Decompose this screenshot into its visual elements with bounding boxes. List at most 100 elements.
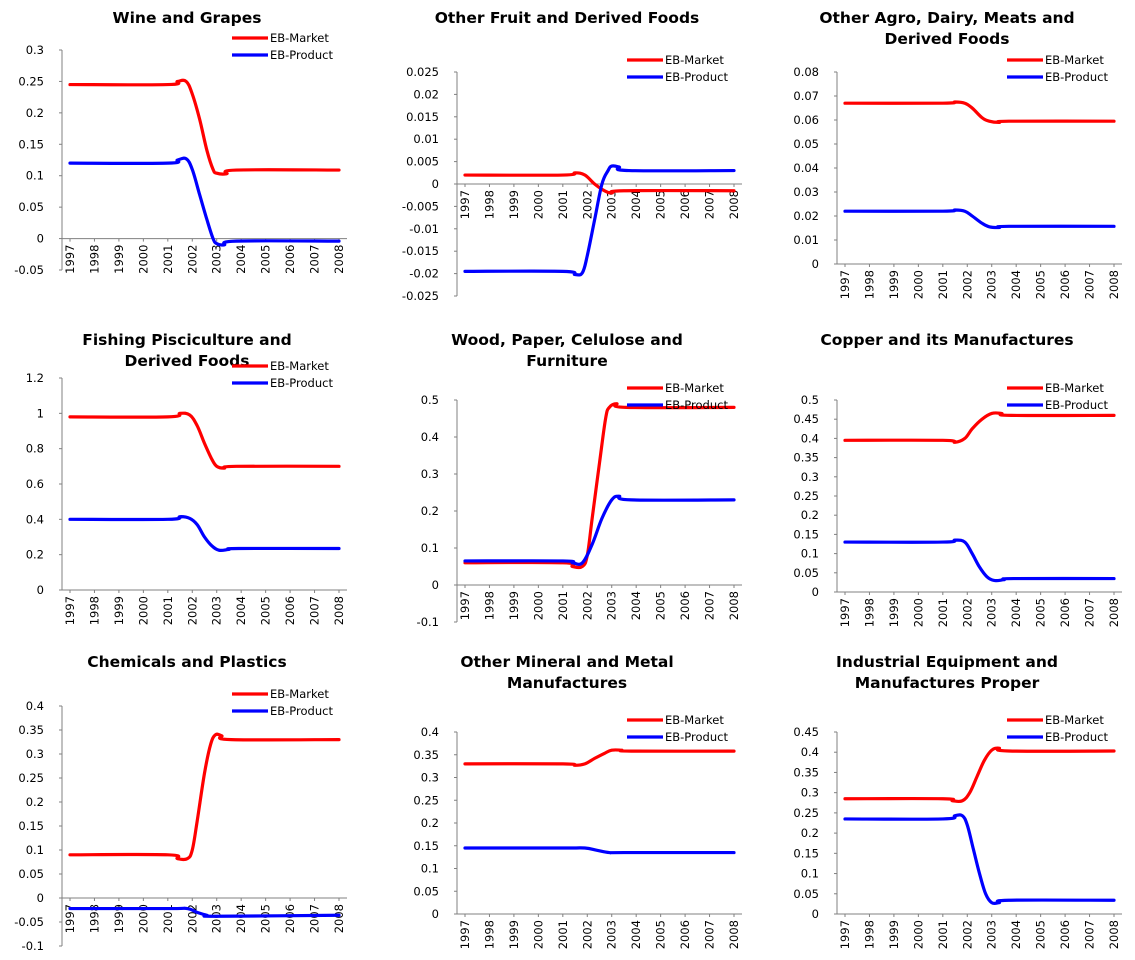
y-tick-label: 0.4: [801, 745, 819, 759]
x-tick-label: 2003: [985, 920, 999, 949]
legend-label: EB-Product: [1045, 398, 1108, 412]
legend-label: EB-Product: [665, 730, 728, 744]
chart-title-line: Manufactures Proper: [855, 674, 1040, 692]
x-tick-label: 2001: [161, 596, 175, 625]
series-line-eb-market: [68, 732, 341, 862]
x-tick-label: 2001: [556, 920, 570, 949]
y-tick-label: 0.015: [406, 110, 439, 124]
legend-label: EB-Market: [665, 713, 724, 727]
y-tick-label: 0.01: [413, 132, 439, 146]
x-tick-label: 1999: [507, 591, 521, 620]
y-tick-label: 0.3: [421, 771, 439, 785]
y-tick-label: 0: [432, 177, 439, 191]
chart-title-line: Other Agro, Dairy, Meats and: [819, 9, 1074, 27]
x-tick-label: 2003: [210, 245, 224, 274]
x-tick-label: 2008: [727, 591, 741, 620]
y-tick-label: 0.8: [26, 442, 44, 456]
chart-title-line: Other Fruit and Derived Foods: [435, 9, 700, 27]
y-tick-label: 0.3: [26, 747, 44, 761]
x-tick-label: 2004: [629, 591, 643, 620]
x-tick-label: 2007: [703, 920, 717, 949]
x-tick-label: 1999: [887, 598, 901, 627]
x-tick-label: 2000: [911, 920, 925, 949]
y-tick-label: 0.03: [793, 185, 819, 199]
y-tick-label: 0.35: [793, 765, 819, 779]
chart-title-line: Other Mineral and Metal: [460, 653, 673, 671]
x-tick-label: 2003: [985, 598, 999, 627]
y-tick-label: 0.025: [406, 65, 439, 79]
chart-title-line: Chemicals and Plastics: [87, 653, 286, 671]
legend-label: EB-Product: [1045, 730, 1108, 744]
x-tick-label: 2001: [936, 270, 950, 299]
x-tick-label: 2003: [985, 270, 999, 299]
x-tick-label: 2001: [556, 190, 570, 219]
legend-label: EB-Market: [1045, 713, 1104, 727]
x-tick-label: 2001: [936, 920, 950, 949]
legend-label: EB-Product: [270, 376, 333, 390]
x-tick-label: 2001: [161, 245, 175, 274]
x-tick-label: 2004: [1009, 920, 1023, 949]
legend-label: EB-Product: [665, 398, 728, 412]
x-tick-label: 2002: [580, 591, 594, 620]
y-tick-label: 0.4: [421, 430, 439, 444]
chart-title-line: Wood, Paper, Celulose and: [451, 331, 683, 349]
y-tick-label: 0.2: [421, 816, 439, 830]
y-tick-label: 0.15: [18, 819, 44, 833]
x-tick-label: 2007: [1083, 270, 1097, 299]
y-tick-label: -0.05: [14, 915, 44, 929]
x-tick-label: 1997: [63, 904, 77, 933]
y-tick-label: 0.05: [18, 200, 44, 214]
x-tick-label: 2008: [332, 596, 346, 625]
x-tick-label: 2003: [210, 904, 224, 933]
x-tick-label: 2000: [911, 598, 925, 627]
series-line-eb-market: [68, 411, 341, 470]
y-tick-label: 0.3: [801, 786, 819, 800]
x-tick-label: 2005: [654, 190, 668, 219]
chart-title-line: Industrial Equipment and: [836, 653, 1058, 671]
y-tick-label: 0: [432, 907, 439, 921]
y-tick-label: 0.6: [26, 477, 44, 491]
legend-label: EB-Market: [665, 53, 724, 67]
x-tick-label: 2002: [580, 920, 594, 949]
y-tick-label: -0.005: [402, 199, 439, 213]
y-tick-label: 0: [432, 578, 439, 592]
chart-panel-2: Other Fruit and Derived Foods 0.025 0.02 0.…: [380, 0, 755, 310]
x-tick-label: 2006: [283, 245, 297, 274]
y-tick-label: 0.3: [26, 43, 44, 57]
x-tick-label: 1999: [887, 920, 901, 949]
x-tick-label: 1997: [838, 920, 852, 949]
x-tick-label: 1997: [838, 270, 852, 299]
x-tick-label: 2005: [259, 596, 273, 625]
series-line-eb-market: [68, 78, 341, 176]
y-tick-label: 0.08: [793, 65, 819, 79]
chart-title-line: Fishing Pisciculture and: [82, 331, 292, 349]
y-tick-label: 0.1: [801, 547, 819, 561]
x-tick-label: 2007: [703, 591, 717, 620]
legend-label: EB-Market: [1045, 53, 1104, 67]
series-line-eb-product: [843, 208, 1116, 230]
y-tick-label: 0.2: [26, 106, 44, 120]
x-tick-label: 2006: [1058, 920, 1072, 949]
y-tick-label: 0.05: [793, 566, 819, 580]
chart-title-line: Furniture: [526, 352, 607, 370]
x-tick-label: 2002: [185, 596, 199, 625]
y-tick-label: -0.1: [22, 939, 44, 953]
x-tick-label: 2006: [283, 596, 297, 625]
x-tick-label: 1997: [63, 245, 77, 274]
chart-panel-4: Fishing Pisciculture and Derived Foods 1.2…: [0, 322, 375, 632]
chart-svg: Other Mineral and Metal Manufactures 0.4 0.…: [413, 653, 742, 949]
x-tick-label: 2005: [1034, 270, 1048, 299]
x-tick-label: 1997: [63, 596, 77, 625]
legend-label: EB-Market: [665, 381, 724, 395]
x-tick-label: 2004: [1009, 598, 1023, 627]
x-tick-label: 2004: [234, 245, 248, 274]
series-line-eb-market: [463, 748, 736, 767]
x-tick-label: 2001: [161, 904, 175, 933]
x-tick-label: 2002: [580, 190, 594, 219]
x-tick-label: 1999: [112, 596, 126, 625]
y-tick-label: 0.35: [413, 748, 439, 762]
y-tick-label: 0.15: [413, 839, 439, 853]
chart-svg: Other Agro, Dairy, Meats and Derived Food…: [793, 9, 1122, 299]
series-line-eb-product: [68, 156, 341, 247]
x-tick-label: 2006: [678, 190, 692, 219]
